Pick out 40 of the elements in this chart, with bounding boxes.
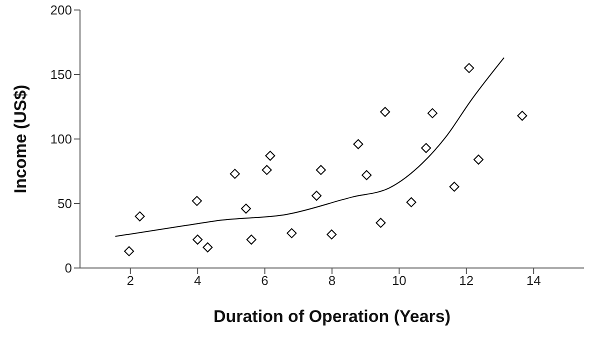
point: [202, 242, 213, 252]
y-tick-label: 0: [64, 260, 72, 276]
y-tick-label: 50: [58, 196, 72, 212]
y-tick-label: 100: [50, 132, 72, 147]
point: [464, 63, 474, 74]
x-tick-label: 8: [328, 273, 336, 288]
point: [240, 204, 251, 214]
x-tick-label: 4: [194, 273, 202, 288]
point: [246, 234, 256, 245]
point: [192, 234, 203, 245]
x-tick-label: 2: [126, 273, 134, 288]
point: [353, 139, 364, 150]
x-tick-label: 14: [526, 273, 541, 288]
point: [517, 110, 528, 121]
point: [473, 154, 484, 165]
y-axis-title: Income (US$): [11, 84, 30, 194]
y-tick-label: 200: [50, 2, 72, 18]
point: [230, 168, 240, 179]
point: [312, 190, 322, 201]
point: [134, 211, 145, 222]
point: [376, 218, 386, 228]
point: [192, 196, 202, 206]
y-tick-label: 150: [50, 67, 72, 82]
x-tick-label: 10: [392, 273, 406, 288]
point: [286, 228, 297, 238]
line-series: [114, 57, 505, 237]
point: [124, 246, 134, 256]
point: [326, 229, 337, 240]
point: [316, 164, 326, 175]
point: [449, 182, 460, 192]
point: [362, 170, 372, 180]
point: [380, 106, 390, 117]
x-tick-label: 12: [459, 273, 474, 288]
x-tick-label: 6: [261, 273, 268, 288]
point: [427, 108, 438, 118]
point: [265, 150, 276, 161]
point: [262, 164, 272, 175]
x-axis-title: Duration of Operation (Years): [213, 307, 451, 326]
point: [421, 143, 432, 154]
point: [406, 197, 416, 208]
